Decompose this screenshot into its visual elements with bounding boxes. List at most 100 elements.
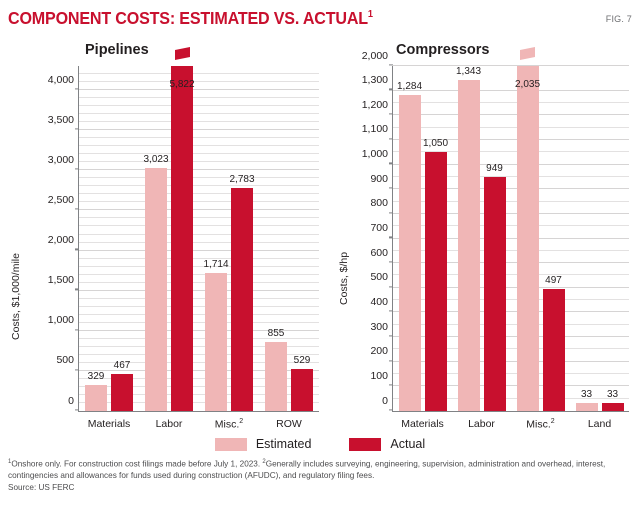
- gridline-major: [79, 169, 319, 171]
- y-axis-tick-mark: [75, 168, 79, 170]
- y-axis-tick-mark: [389, 187, 393, 189]
- x-axis-tick-text: Misc.: [526, 418, 551, 431]
- gridline-major: [393, 114, 629, 116]
- bar-value-label: 1,284: [396, 80, 423, 92]
- gridline-minor: [393, 126, 629, 128]
- y-axis-title-compressors: Costs, $/hp: [338, 251, 350, 305]
- y-axis-tick-label: 2,500: [47, 193, 74, 206]
- gridline-major: [393, 237, 629, 239]
- gridline-major: [393, 311, 629, 313]
- x-axis-tick-label: Misc.2: [215, 418, 243, 431]
- gridline-major: [393, 89, 629, 91]
- gridline-minor: [79, 353, 319, 355]
- gridline-minor: [79, 257, 319, 259]
- gridline-major: [79, 369, 319, 371]
- gridline-major: [393, 212, 629, 214]
- gridline-minor: [79, 137, 319, 139]
- y-axis-tick-mark: [75, 409, 79, 411]
- x-axis-tick-footnote: 2: [550, 418, 555, 425]
- gridline-minor: [79, 241, 319, 243]
- y-axis-tick-label: 500: [370, 271, 388, 284]
- y-axis-tick-mark: [389, 261, 393, 263]
- gridline-major: [79, 129, 319, 131]
- y-axis-tick-label: 2,000: [361, 49, 388, 62]
- y-axis-tick-label: 2,000: [47, 233, 74, 246]
- gridline-minor: [79, 321, 319, 323]
- legend-label-estimated: Estimated: [255, 437, 312, 451]
- gridline-major: [393, 286, 629, 288]
- legend-item-actual: Actual: [349, 437, 425, 451]
- bar-value-label: 467: [113, 359, 131, 371]
- gridline-minor: [79, 185, 319, 187]
- gridline-minor: [79, 297, 319, 299]
- gridline-minor: [79, 337, 319, 339]
- gridline-major: [393, 138, 629, 140]
- y-axis-tick-label: 100: [370, 369, 388, 382]
- y-axis-tick-mark: [75, 329, 79, 331]
- plot-area-pipelines: 0 500 1,000 1,500 2,000 2,500 3,000 3,500 4,000 3…: [48, 47, 319, 431]
- y-axis-tick-mark: [75, 369, 79, 371]
- gridline-minor: [79, 361, 319, 363]
- bar-estimated-land: [575, 402, 598, 411]
- gridline-minor: [79, 225, 319, 227]
- x-axis-tick-text: Misc.: [214, 418, 240, 431]
- y-axis-tick-mark: [389, 64, 393, 66]
- y-axis-tick-mark: [389, 335, 393, 337]
- bar-estimated-materials: [85, 384, 107, 411]
- y-axis-tick-mark: [75, 288, 79, 291]
- gridline-minor: [79, 385, 319, 387]
- gridline-minor: [79, 393, 319, 395]
- gridline-minor: [79, 193, 319, 195]
- y-axis-tick-label: 1,100: [361, 123, 388, 136]
- gridline-major: [393, 188, 629, 190]
- gridline-major: [79, 89, 319, 91]
- x-axis-tick-label: ROW: [276, 418, 302, 430]
- y-axis-tick-label: 3,500: [47, 113, 74, 126]
- gridline-minor: [393, 200, 629, 202]
- footnotes-block: 1Onshore only. For construction cost fil…: [8, 458, 634, 494]
- bar-estimated-materials: [398, 94, 421, 411]
- legend-item-estimated: Estimated: [214, 437, 312, 451]
- bar-value-label: 2,783: [229, 173, 255, 185]
- axis-break-flag-icon: [520, 47, 535, 60]
- bar-value-label: 329: [87, 370, 105, 382]
- y-axis-tick-label: 1,000: [361, 147, 388, 160]
- y-axis-tick-label: 3,000: [47, 153, 74, 166]
- axis-break-flag-icon: [174, 47, 190, 60]
- bar-value-label: 33: [580, 388, 593, 400]
- legend-swatch-actual-icon: [349, 437, 382, 451]
- y-axis-tick-mark: [389, 286, 393, 288]
- bar-value-label: 1,050: [422, 138, 449, 150]
- bar-value-label: 497: [545, 274, 562, 286]
- gridline-minor: [79, 281, 319, 283]
- y-axis-tick-label: 200: [370, 344, 388, 357]
- y-axis-tick-mark: [389, 138, 393, 140]
- y-axis-tick-mark: [75, 128, 79, 130]
- gridline-minor: [393, 348, 629, 350]
- gridline-minor: [79, 377, 319, 379]
- bar-value-label: 529: [293, 354, 311, 366]
- y-axis-tick-mark: [75, 208, 79, 210]
- gridline-minor: [393, 373, 629, 375]
- y-axis-tick-mark: [389, 310, 393, 312]
- gridline-major: [393, 336, 629, 338]
- bar-actual-misc: [542, 288, 565, 411]
- legend-label-actual: Actual: [390, 437, 426, 451]
- bar-actual-row: [291, 368, 313, 411]
- source-line: Source: US FERC: [8, 483, 75, 493]
- x-axis-tick-label: Labor: [468, 418, 495, 430]
- y-axis-tick-label: 1,300: [361, 73, 388, 86]
- gridline-minor: [79, 113, 319, 115]
- y-axis-title-pipelines: Costs, $1,000/mile: [10, 253, 22, 340]
- y-axis-tick-label: 1,500: [47, 273, 74, 286]
- gridline-minor: [79, 313, 319, 315]
- figure-number: FIG. 7: [605, 14, 632, 24]
- gridline-minor: [79, 305, 319, 307]
- gridline-minor: [79, 233, 319, 235]
- y-axis-tick-mark: [75, 248, 79, 250]
- bar-estimated-labor: [457, 80, 480, 411]
- y-axis-tick-label: 400: [370, 295, 388, 308]
- legend-swatch-estimated-icon: [214, 437, 247, 451]
- gridline-minor: [393, 299, 629, 301]
- y-axis-tick-label: 500: [56, 354, 74, 367]
